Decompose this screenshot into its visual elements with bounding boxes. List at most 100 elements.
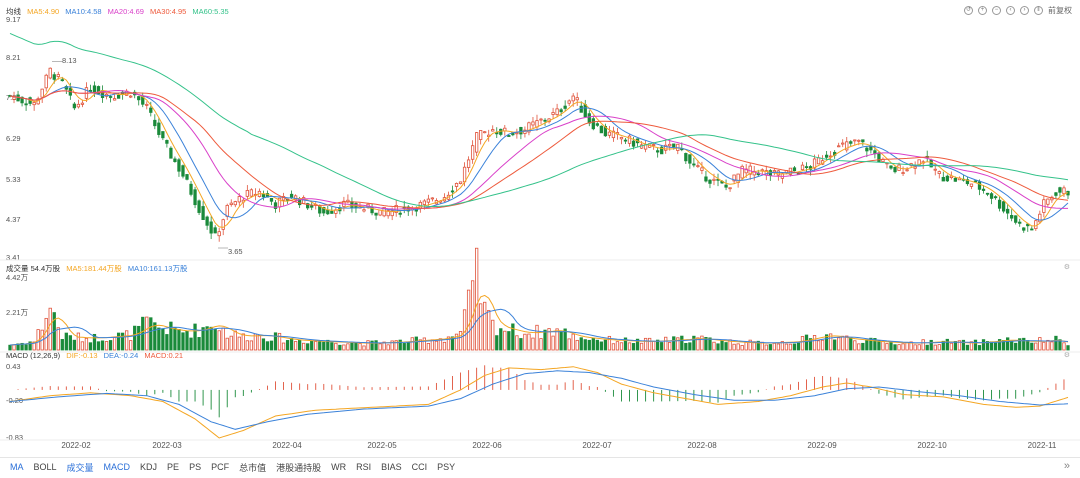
volume-bar <box>796 342 801 351</box>
minus-icon[interactable]: − <box>992 6 1001 15</box>
volume-bar <box>386 344 390 351</box>
left-icon[interactable]: ‹ <box>1006 6 1015 15</box>
undo-icon[interactable]: ↺ <box>964 6 973 15</box>
candle <box>116 94 121 99</box>
ma10-line <box>9 86 1069 221</box>
candle <box>326 209 330 215</box>
volume-bar <box>945 338 949 351</box>
legend-ma20: MA20:4.69 <box>107 7 144 16</box>
volume-bar <box>265 341 270 351</box>
candle <box>233 201 237 206</box>
high-annotation: 8.13 <box>62 56 77 65</box>
candle <box>72 103 77 109</box>
volume-bar <box>237 336 241 351</box>
tab-13[interactable]: CCI <box>411 462 428 472</box>
low-annotation: 3.65 <box>228 247 243 256</box>
tab-6[interactable]: PS <box>189 462 202 472</box>
volume-bar <box>953 341 958 351</box>
ma5-line <box>9 77 1069 228</box>
volume-bar <box>483 301 487 351</box>
volume-bar <box>169 321 173 351</box>
volume-bar <box>925 344 929 351</box>
candle <box>579 105 583 113</box>
tab-3[interactable]: MACD <box>103 462 131 472</box>
tab-0[interactable]: MA <box>10 462 24 472</box>
candle <box>450 190 455 193</box>
volume-bar <box>137 325 141 351</box>
volume-bar <box>165 334 169 351</box>
volume-bar <box>591 337 595 351</box>
volume-bar <box>857 343 861 351</box>
fq-button[interactable]: 前复权 <box>1048 6 1072 15</box>
volume-bar <box>229 335 233 351</box>
volume-tick: 4.42万 <box>6 273 29 282</box>
stock-chart[interactable] <box>0 0 1080 456</box>
tab-5[interactable]: PE <box>167 462 180 472</box>
volume-bar <box>708 337 712 351</box>
macd-settings-icon[interactable]: ⚙ <box>1063 352 1070 359</box>
volume-bar <box>374 340 378 351</box>
tab-9[interactable]: 港股通持股 <box>276 462 322 473</box>
volume-bar <box>660 342 664 351</box>
candle <box>824 154 829 158</box>
volume-bar <box>507 331 511 351</box>
volume-bar <box>531 337 535 351</box>
volume-bar <box>193 323 197 351</box>
volume-bar <box>639 342 644 351</box>
volume-bar <box>314 341 318 351</box>
candle <box>816 157 821 165</box>
vol-ma5-line <box>9 294 1069 346</box>
candle <box>129 95 133 98</box>
volume-bar <box>1050 341 1054 351</box>
volume-bar <box>330 342 334 351</box>
tab-4[interactable]: KDJ <box>140 462 158 472</box>
tab-12[interactable]: BIAS <box>381 462 402 472</box>
candle <box>177 159 181 172</box>
expand-button[interactable]: » <box>1063 460 1070 472</box>
volume-bar <box>310 340 314 351</box>
volume-bar <box>772 342 776 351</box>
right-icon[interactable]: › <box>1020 6 1029 15</box>
candle <box>937 171 941 174</box>
ma20-line <box>9 89 1068 210</box>
tab-14[interactable]: PSY <box>437 462 456 472</box>
candle <box>499 128 503 135</box>
tab-10[interactable]: WR <box>331 462 347 472</box>
volume-bar <box>157 327 161 351</box>
tab-1[interactable]: BOLL <box>33 462 57 472</box>
volume-bar <box>88 342 93 351</box>
tab-8[interactable]: 总市值 <box>239 462 267 473</box>
pause-icon[interactable]: ‖ <box>1034 6 1043 15</box>
candle <box>454 183 459 187</box>
candle <box>965 179 970 185</box>
tab-7[interactable]: PCF <box>211 462 230 472</box>
volume-bar <box>261 338 266 351</box>
candle <box>491 129 495 132</box>
price-tick: 6.29 <box>6 134 21 143</box>
legend-ma60: MA60:5.35 <box>192 7 229 16</box>
volume-bar <box>120 332 125 351</box>
candle <box>591 118 595 130</box>
candle <box>901 172 905 175</box>
candle <box>941 176 945 182</box>
volume-bar <box>233 330 237 351</box>
candle <box>205 216 209 226</box>
volume-settings-icon[interactable]: ⚙ <box>1063 264 1070 271</box>
volume-bar <box>285 340 290 351</box>
candle <box>849 141 853 144</box>
volume-bar <box>893 344 897 351</box>
tab-2[interactable]: 成交量 <box>66 462 94 473</box>
candle <box>261 193 266 198</box>
candle <box>660 146 664 155</box>
volume-bar <box>185 330 189 351</box>
plus-icon[interactable]: + <box>978 6 987 15</box>
volume-bar <box>647 337 652 351</box>
volume-bar <box>885 343 889 351</box>
volume-bar <box>318 341 322 351</box>
volume-bar <box>869 337 873 351</box>
volume-bar <box>201 327 205 351</box>
tab-11[interactable]: RSI <box>356 462 372 472</box>
volume-bar <box>965 344 970 351</box>
price-tick: 5.33 <box>6 175 21 184</box>
volume-bar <box>499 328 503 351</box>
